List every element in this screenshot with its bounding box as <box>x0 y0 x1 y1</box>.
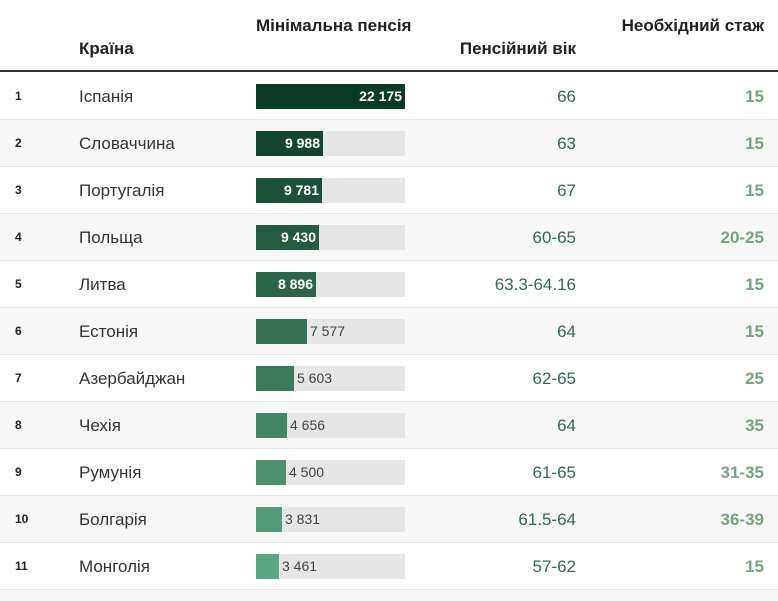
row-rank: 7 <box>15 371 22 385</box>
pension-bar-track: 22 175 <box>256 84 405 109</box>
row-required-service: 15 <box>745 181 764 200</box>
row-required-service: 15 <box>745 275 764 294</box>
row-rank: 1 <box>15 89 22 103</box>
table-row[interactable]: 6 Естонія 7 577 64 15 <box>0 308 778 355</box>
row-required-service: 20-25 <box>720 228 764 247</box>
table-row[interactable]: 9 Румунія 4 500 61-65 31-35 <box>0 449 778 496</box>
pension-value-label: 22 175 <box>359 88 402 104</box>
row-country: Азербайджан <box>79 369 186 388</box>
pension-bar <box>256 319 307 344</box>
pension-value-label: 4 500 <box>289 464 325 480</box>
header-stazh[interactable]: Необхідний стаж <box>621 16 764 35</box>
pension-value-label: 9 988 <box>284 135 320 151</box>
row-country: Словаччина <box>79 134 175 153</box>
pension-bar <box>256 554 279 579</box>
row-retirement-age: 63 <box>557 134 576 153</box>
pension-bar-track: 9 781 <box>256 178 405 203</box>
pension-bar <box>256 507 282 532</box>
pension-bar-track: 4 656 <box>256 413 405 438</box>
table-row[interactable]: 7 Азербайджан 5 603 62-65 25 <box>0 355 778 402</box>
row-country: Литва <box>79 275 126 294</box>
pension-bar <box>256 225 319 250</box>
row-retirement-age: 67 <box>557 181 576 200</box>
row-rank: 8 <box>15 418 22 432</box>
row-retirement-age: 60-65 <box>532 228 576 247</box>
pension-bar-track: 4 500 <box>256 460 405 485</box>
table-row[interactable]: 1 Іспанія 22 175 66 15 <box>0 73 778 120</box>
pension-value-label: 3 831 <box>285 511 321 527</box>
row-retirement-age: 62-65 <box>532 369 576 388</box>
row-rank: 3 <box>15 183 22 197</box>
row-retirement-age: 64 <box>557 322 576 341</box>
pension-bar-track: 5 603 <box>256 366 405 391</box>
row-rank: 2 <box>15 136 22 150</box>
pension-value-label: 9 781 <box>283 182 319 198</box>
table-row[interactable]: 3 Португалія 9 781 67 15 <box>0 167 778 214</box>
header-age[interactable]: Пенсійний вік <box>459 39 576 58</box>
row-rank: 4 <box>15 230 22 244</box>
row-required-service: 15 <box>745 134 764 153</box>
row-required-service: 35 <box>745 416 764 435</box>
row-required-service: 31-35 <box>720 463 764 482</box>
row-country: Монголія <box>79 557 151 576</box>
pension-value-label: 7 577 <box>310 323 346 339</box>
row-rank: 5 <box>15 277 22 291</box>
row-required-service: 15 <box>745 87 764 106</box>
row-required-service: 25 <box>745 369 764 388</box>
row-country: Румунія <box>79 463 142 482</box>
pension-bar <box>256 272 316 297</box>
header-pension[interactable]: Мінімальна пенсія <box>256 16 412 35</box>
row-retirement-age: 64 <box>557 416 576 435</box>
row-rank: 11 <box>15 559 28 573</box>
table-header: Країна Мінімальна пенсія Пенсійний вік Н… <box>0 0 778 72</box>
row-required-service: 15 <box>745 322 764 341</box>
row-retirement-age: 61-65 <box>532 463 576 482</box>
pension-value-label: 9 430 <box>280 229 316 245</box>
table-row[interactable]: 5 Литва 8 896 63.3-64.16 15 <box>0 261 778 308</box>
pension-value-label: 3 461 <box>282 558 318 574</box>
pension-value-label: 8 896 <box>277 276 313 292</box>
pension-bar-track: 8 896 <box>256 272 405 297</box>
row-country: Польща <box>79 228 143 247</box>
pension-bar <box>256 84 405 109</box>
table-row[interactable]: 4 Польща 9 430 60-65 20-25 <box>0 214 778 261</box>
row-retirement-age: 57-62 <box>532 557 576 576</box>
row-rank: 6 <box>15 324 22 338</box>
row-retirement-age: 63.3-64.16 <box>494 275 576 294</box>
pension-bar-track: 9 988 <box>256 131 405 156</box>
pension-bar-track: 3 461 <box>256 554 405 579</box>
pension-bar-track: 9 430 <box>256 225 405 250</box>
row-country: Іспанія <box>79 87 134 106</box>
row-country: Естонія <box>79 322 139 341</box>
row-required-service: 36-39 <box>720 510 764 529</box>
table-row[interactable]: 11 Монголія 3 461 57-62 15 <box>0 543 778 590</box>
row-required-service: 15 <box>745 557 764 576</box>
row-rank: 9 <box>15 465 22 479</box>
row-country: Португалія <box>79 181 165 200</box>
pension-bar <box>256 413 287 438</box>
table-row-partial <box>0 590 778 601</box>
pension-bar-track: 7 577 <box>256 319 405 344</box>
table-row[interactable]: 10 Болгарія 3 831 61.5-64 36-39 <box>0 496 778 543</box>
row-rank: 10 <box>15 512 29 526</box>
pension-value-label: 5 603 <box>297 370 333 386</box>
table-row[interactable]: 8 Чехія 4 656 64 35 <box>0 402 778 449</box>
pension-bar <box>256 178 322 203</box>
row-retirement-age: 66 <box>557 87 576 106</box>
pension-bar <box>256 131 323 156</box>
pension-value-label: 4 656 <box>290 417 326 433</box>
pension-bar <box>256 366 294 391</box>
pension-bar-track: 3 831 <box>256 507 405 532</box>
pension-bar <box>256 460 286 485</box>
header-country[interactable]: Країна <box>79 39 134 58</box>
table-row[interactable]: 2 Словаччина 9 988 63 15 <box>0 120 778 167</box>
row-country: Болгарія <box>79 510 147 529</box>
row-country: Чехія <box>79 416 121 435</box>
row-retirement-age: 61.5-64 <box>518 510 576 529</box>
